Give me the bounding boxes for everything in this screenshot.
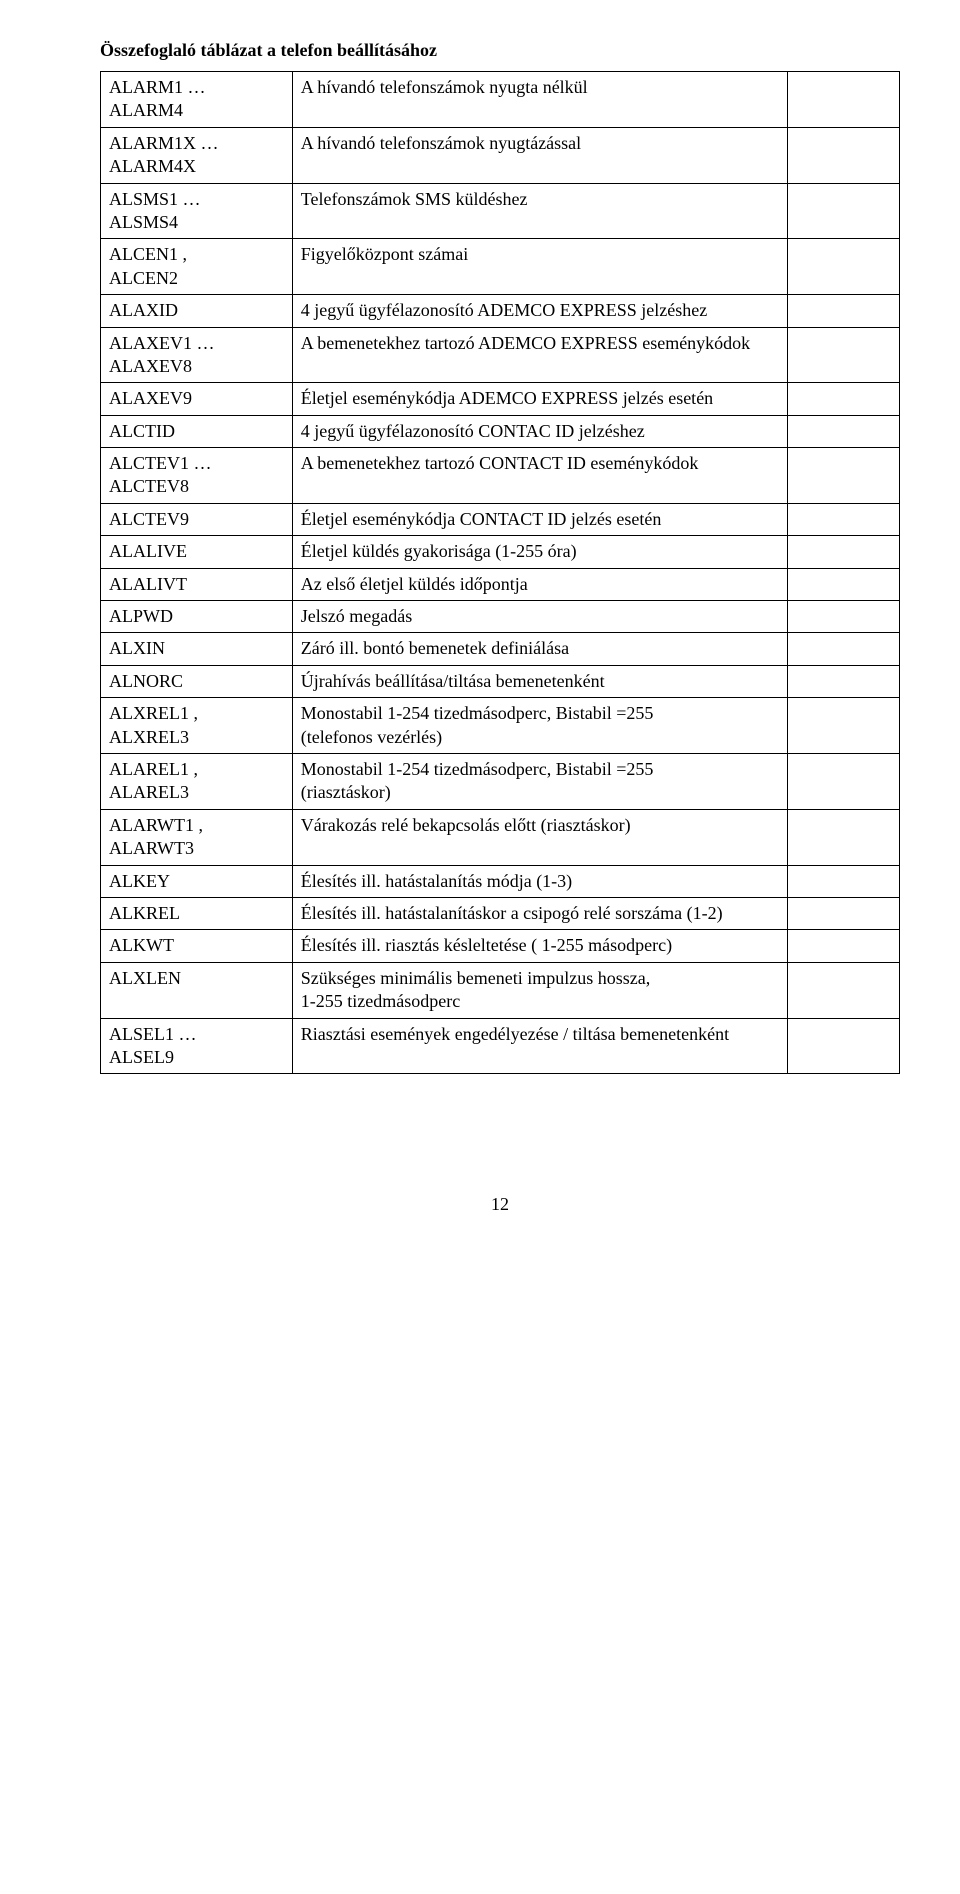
param-extra-cell <box>788 295 900 327</box>
param-name-cell: ALPWD <box>101 601 293 633</box>
page-title: Összefoglaló táblázat a telefon beállítá… <box>100 40 900 61</box>
param-desc-cell: 4 jegyű ügyfélazonosító CONTAC ID jelzés… <box>292 415 787 447</box>
param-desc-cell: A hívandó telefonszámok nyugtázással <box>292 127 787 183</box>
param-extra-cell <box>788 127 900 183</box>
param-extra-cell <box>788 809 900 865</box>
param-name-cell: ALALIVE <box>101 536 293 568</box>
param-desc-cell: Életjel eseménykódja ADEMCO EXPRESS jelz… <box>292 383 787 415</box>
table-row: ALCTID4 jegyű ügyfélazonosító CONTAC ID … <box>101 415 900 447</box>
param-desc-cell: Figyelőközpont számai <box>292 239 787 295</box>
table-row: ALKRELÉlesítés ill. hatástalanításkor a … <box>101 897 900 929</box>
param-name-cell: ALAXID <box>101 295 293 327</box>
param-desc-cell: Monostabil 1-254 tizedmásodperc, Bistabi… <box>292 753 787 809</box>
param-extra-cell <box>788 183 900 239</box>
param-name-cell: ALSMS1 … ALSMS4 <box>101 183 293 239</box>
table-row: ALAXEV9Életjel eseménykódja ADEMCO EXPRE… <box>101 383 900 415</box>
param-name-cell: ALCTID <box>101 415 293 447</box>
param-desc-cell: Élesítés ill. riasztás késleltetése ( 1-… <box>292 930 787 962</box>
param-name-cell: ALXIN <box>101 633 293 665</box>
param-name-cell: ALAXEV1 … ALAXEV8 <box>101 327 293 383</box>
param-extra-cell <box>788 383 900 415</box>
param-extra-cell <box>788 1018 900 1074</box>
table-row: ALKEYÉlesítés ill. hatástalanítás módja … <box>101 865 900 897</box>
param-extra-cell <box>788 72 900 128</box>
param-extra-cell <box>788 601 900 633</box>
param-desc-cell: Monostabil 1-254 tizedmásodperc, Bistabi… <box>292 698 787 754</box>
param-desc-cell: A hívandó telefonszámok nyugta nélkül <box>292 72 787 128</box>
param-extra-cell <box>788 633 900 665</box>
table-row: ALAXEV1 … ALAXEV8A bemenetekhez tartozó … <box>101 327 900 383</box>
param-extra-cell <box>788 327 900 383</box>
param-name-cell: ALKWT <box>101 930 293 962</box>
param-desc-cell: Újrahívás beállítása/tiltása bemenetenké… <box>292 665 787 697</box>
table-row: ALALIVTAz első életjel küldés időpontja <box>101 568 900 600</box>
param-extra-cell <box>788 930 900 962</box>
param-extra-cell <box>788 568 900 600</box>
settings-table: ALARM1 … ALARM4A hívandó telefonszámok n… <box>100 71 900 1074</box>
param-desc-cell: Élesítés ill. hatástalanítás módja (1-3) <box>292 865 787 897</box>
table-row: ALXINZáró ill. bontó bemenetek definiálá… <box>101 633 900 665</box>
table-row: ALARWT1 , ALARWT3Várakozás relé bekapcso… <box>101 809 900 865</box>
param-name-cell: ALCTEV9 <box>101 503 293 535</box>
param-name-cell: ALNORC <box>101 665 293 697</box>
table-row: ALARM1 … ALARM4A hívandó telefonszámok n… <box>101 72 900 128</box>
param-desc-cell: A bemenetekhez tartozó ADEMCO EXPRESS es… <box>292 327 787 383</box>
param-name-cell: ALARWT1 , ALARWT3 <box>101 809 293 865</box>
table-row: ALNORCÚjrahívás beállítása/tiltása bemen… <box>101 665 900 697</box>
param-desc-cell: Az első életjel küldés időpontja <box>292 568 787 600</box>
param-desc-cell: Várakozás relé bekapcsolás előtt (riaszt… <box>292 809 787 865</box>
table-row: ALAREL1 , ALAREL3Monostabil 1-254 tizedm… <box>101 753 900 809</box>
param-extra-cell <box>788 448 900 504</box>
param-extra-cell <box>788 536 900 568</box>
param-name-cell: ALALIVT <box>101 568 293 600</box>
param-extra-cell <box>788 503 900 535</box>
param-desc-cell: Életjel küldés gyakorisága (1-255 óra) <box>292 536 787 568</box>
param-extra-cell <box>788 698 900 754</box>
table-row: ALCTEV9Életjel eseménykódja CONTACT ID j… <box>101 503 900 535</box>
param-extra-cell <box>788 753 900 809</box>
param-desc-cell: A bemenetekhez tartozó CONTACT ID esemén… <box>292 448 787 504</box>
param-desc-cell: Jelszó megadás <box>292 601 787 633</box>
param-desc-cell: Telefonszámok SMS küldéshez <box>292 183 787 239</box>
param-desc-cell: Riasztási események engedélyezése / tilt… <box>292 1018 787 1074</box>
param-desc-cell: 4 jegyű ügyfélazonosító ADEMCO EXPRESS j… <box>292 295 787 327</box>
page-number: 12 <box>100 1194 900 1215</box>
param-extra-cell <box>788 865 900 897</box>
param-name-cell: ALKEY <box>101 865 293 897</box>
table-row: ALAXID4 jegyű ügyfélazonosító ADEMCO EXP… <box>101 295 900 327</box>
param-desc-cell: Élesítés ill. hatástalanításkor a csipog… <box>292 897 787 929</box>
param-name-cell: ALSEL1 … ALSEL9 <box>101 1018 293 1074</box>
table-row: ALARM1X … ALARM4XA hívandó telefonszámok… <box>101 127 900 183</box>
param-desc-cell: Életjel eseménykódja CONTACT ID jelzés e… <box>292 503 787 535</box>
param-name-cell: ALAREL1 , ALAREL3 <box>101 753 293 809</box>
param-name-cell: ALCTEV1 … ALCTEV8 <box>101 448 293 504</box>
param-desc-cell: Záró ill. bontó bemenetek definiálása <box>292 633 787 665</box>
table-row: ALSMS1 … ALSMS4Telefonszámok SMS küldésh… <box>101 183 900 239</box>
param-name-cell: ALARM1 … ALARM4 <box>101 72 293 128</box>
param-extra-cell <box>788 239 900 295</box>
param-name-cell: ALKREL <box>101 897 293 929</box>
table-row: ALSEL1 … ALSEL9Riasztási események enged… <box>101 1018 900 1074</box>
param-extra-cell <box>788 415 900 447</box>
table-row: ALALIVEÉletjel küldés gyakorisága (1-255… <box>101 536 900 568</box>
param-name-cell: ALCEN1 , ALCEN2 <box>101 239 293 295</box>
table-row: ALPWDJelszó megadás <box>101 601 900 633</box>
param-desc-cell: Szükséges minimális bemeneti impulzus ho… <box>292 962 787 1018</box>
param-name-cell: ALARM1X … ALARM4X <box>101 127 293 183</box>
table-row: ALKWTÉlesítés ill. riasztás késleltetése… <box>101 930 900 962</box>
table-row: ALXLENSzükséges minimális bemeneti impul… <box>101 962 900 1018</box>
param-extra-cell <box>788 665 900 697</box>
param-extra-cell <box>788 962 900 1018</box>
table-row: ALCEN1 , ALCEN2Figyelőközpont számai <box>101 239 900 295</box>
table-row: ALXREL1 , ALXREL3Monostabil 1-254 tizedm… <box>101 698 900 754</box>
param-name-cell: ALXREL1 , ALXREL3 <box>101 698 293 754</box>
param-extra-cell <box>788 897 900 929</box>
param-name-cell: ALXLEN <box>101 962 293 1018</box>
table-row: ALCTEV1 … ALCTEV8A bemenetekhez tartozó … <box>101 448 900 504</box>
param-name-cell: ALAXEV9 <box>101 383 293 415</box>
